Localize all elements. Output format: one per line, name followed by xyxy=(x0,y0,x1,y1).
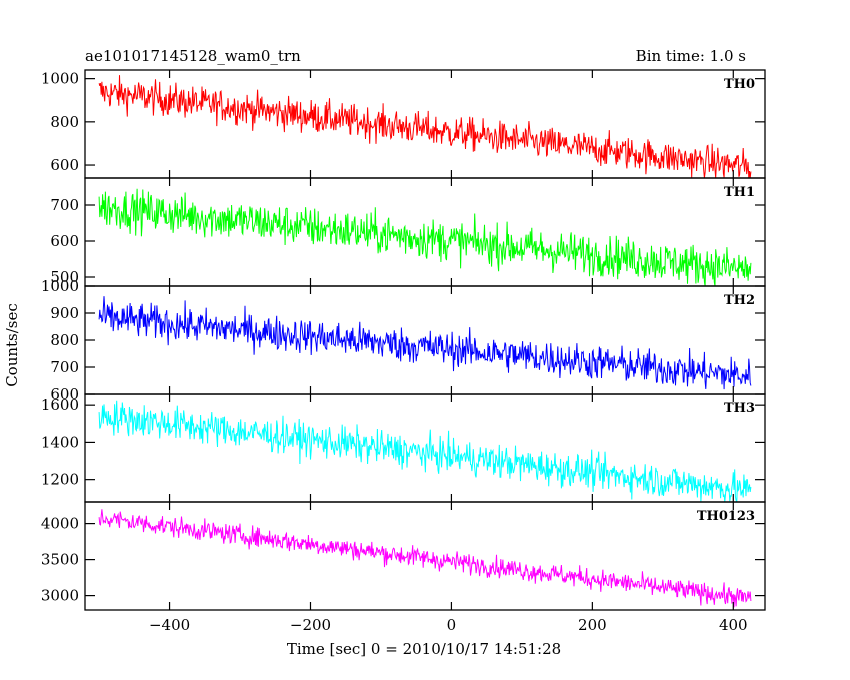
panel-th3: 1600 1400 1200 TH3 xyxy=(41,393,766,503)
y-tick-label: 600 xyxy=(50,232,79,250)
y-tick-label: 500 xyxy=(50,268,79,286)
x-tick-label: −200 xyxy=(290,616,331,634)
y-tick-label: 1600 xyxy=(41,396,79,414)
y-tick-label: 3000 xyxy=(41,587,79,605)
x-tick-label: −400 xyxy=(149,616,190,634)
series-line-th2 xyxy=(98,296,752,390)
y-tick-label: 800 xyxy=(50,331,79,349)
y-tick-label: 600 xyxy=(50,385,79,403)
y-tick-label: 1000 xyxy=(41,70,79,88)
chart-title: ae101017145128_wam0_trn xyxy=(85,47,301,65)
panel-label-th0: TH0 xyxy=(724,77,755,92)
panels-group: 1000 800 600 TH0 700 600 500 TH1 1000 900 800 700 60… xyxy=(41,69,766,634)
x-axis-label: Time [sec] 0 = 2010/10/17 14:51:28 xyxy=(287,640,561,658)
panel-th0: 1000 800 600 TH0 xyxy=(41,69,766,179)
y-tick-label: 800 xyxy=(50,113,79,131)
panel-frame xyxy=(84,501,766,611)
y-tick-label: 1200 xyxy=(41,471,79,489)
panel-th1: 700 600 500 TH1 xyxy=(50,177,766,287)
series-line-th0 xyxy=(98,75,752,179)
y-axis-label: Counts/sec xyxy=(3,303,21,387)
y-tick-label: 700 xyxy=(50,358,79,376)
y-tick-label: 4000 xyxy=(41,515,79,533)
panel-label-th3: TH3 xyxy=(724,401,755,416)
y-tick-label: 1000 xyxy=(41,277,79,295)
panel-th2: 1000 900 800 700 600 TH2 xyxy=(41,277,766,403)
y-tick-label: 1400 xyxy=(41,433,79,451)
y-tick-label: 900 xyxy=(50,304,79,322)
x-tick-label: 0 xyxy=(447,616,457,634)
x-tick-label: 200 xyxy=(578,616,607,634)
bin-time-label: Bin time: 1.0 s xyxy=(636,47,746,65)
panel-label-th1: TH1 xyxy=(724,185,755,200)
y-tick-label: 3500 xyxy=(41,551,79,569)
series-line-th1 xyxy=(98,188,752,287)
series-line-th3 xyxy=(98,400,752,503)
x-tick-label: 400 xyxy=(719,616,748,634)
y-tick-label: 700 xyxy=(50,196,79,214)
panel-th0123: 4000 3500 3000 TH0123 xyxy=(41,501,766,611)
series-line-th0123 xyxy=(98,509,752,608)
panel-label-th2: TH2 xyxy=(724,293,755,308)
y-tick-label: 600 xyxy=(50,156,79,174)
panel-label-th0123: TH0123 xyxy=(697,509,755,524)
